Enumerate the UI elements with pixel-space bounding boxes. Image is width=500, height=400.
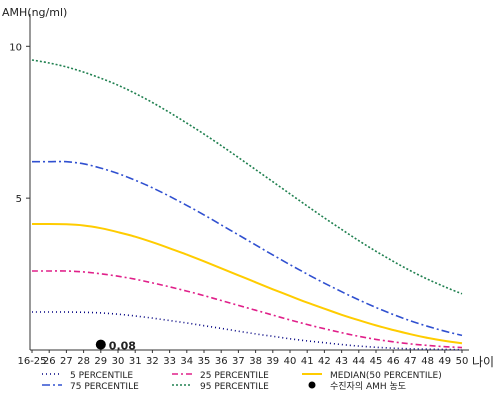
x-tick-label: 47 <box>404 356 417 367</box>
x-tick-label: 42 <box>318 356 331 367</box>
patient-amh-value-label: 0.08 <box>109 340 136 353</box>
x-tick-label: 27 <box>60 356 73 367</box>
x-tick-label: 29 <box>94 356 107 367</box>
y-tick-label: 10 <box>9 42 22 53</box>
x-tick-label: 38 <box>249 356 262 367</box>
x-tick-label: 41 <box>301 356 314 367</box>
x-tick-label: 40 <box>284 356 297 367</box>
x-tick-label: 37 <box>232 356 245 367</box>
x-tick-label: 36 <box>215 356 228 367</box>
legend-label: 95 PERCENTILE <box>200 382 269 392</box>
x-tick-label: 39 <box>266 356 279 367</box>
legend-label: 5 PERCENTILE <box>70 371 133 381</box>
series-line-5-percentile <box>31 311 463 351</box>
legend-marker-dot <box>308 381 316 389</box>
x-axis-label: 나이 <box>472 355 494 369</box>
y-tick-label: 5 <box>16 194 22 205</box>
chart-axes: AMH(ng/ml) 나이 <box>2 6 494 369</box>
patient-amh-point <box>95 339 106 350</box>
x-tick-label: 35 <box>198 356 211 367</box>
x-tick-label: 30 <box>112 356 125 367</box>
x-tick-label: 32 <box>146 356 159 367</box>
series-line-25-percentile <box>31 270 463 349</box>
series-line-95-percentile <box>31 59 463 295</box>
legend-label: MEDIAN(50 PERCENTILE) <box>330 371 442 381</box>
x-tick-label: 16-25 <box>17 356 46 367</box>
x-tick-label: 33 <box>163 356 176 367</box>
x-tick-label: 44 <box>352 356 365 367</box>
x-tick-label: 50 <box>456 356 469 367</box>
series-line-75-percentile <box>32 160 463 337</box>
series-line-median-50-percentile <box>31 222 463 345</box>
x-tick-label: 49 <box>438 356 451 367</box>
x-tick-label: 26 <box>43 356 56 367</box>
x-tick-label: 46 <box>387 356 400 367</box>
legend-label: 수진자의 AMH 농도 <box>330 381 406 392</box>
legend-label: 25 PERCENTILE <box>200 371 269 381</box>
chart-series <box>31 59 463 351</box>
legend-label: 75 PERCENTILE <box>70 382 139 392</box>
x-tick-label: 43 <box>335 356 348 367</box>
y-axis-label: AMH(ng/ml) <box>2 6 67 19</box>
x-tick-label: 31 <box>129 356 142 367</box>
x-tick-label: 28 <box>77 356 90 367</box>
chart-marker: 0.08 <box>95 339 136 353</box>
x-tick-label: 34 <box>180 356 193 367</box>
x-tick-label: 45 <box>370 356 383 367</box>
chart-legend: 5 PERCENTILE 25 PERCENTILE MEDIAN(50 PERCE… <box>42 371 442 392</box>
x-tick-label: 48 <box>421 356 434 367</box>
